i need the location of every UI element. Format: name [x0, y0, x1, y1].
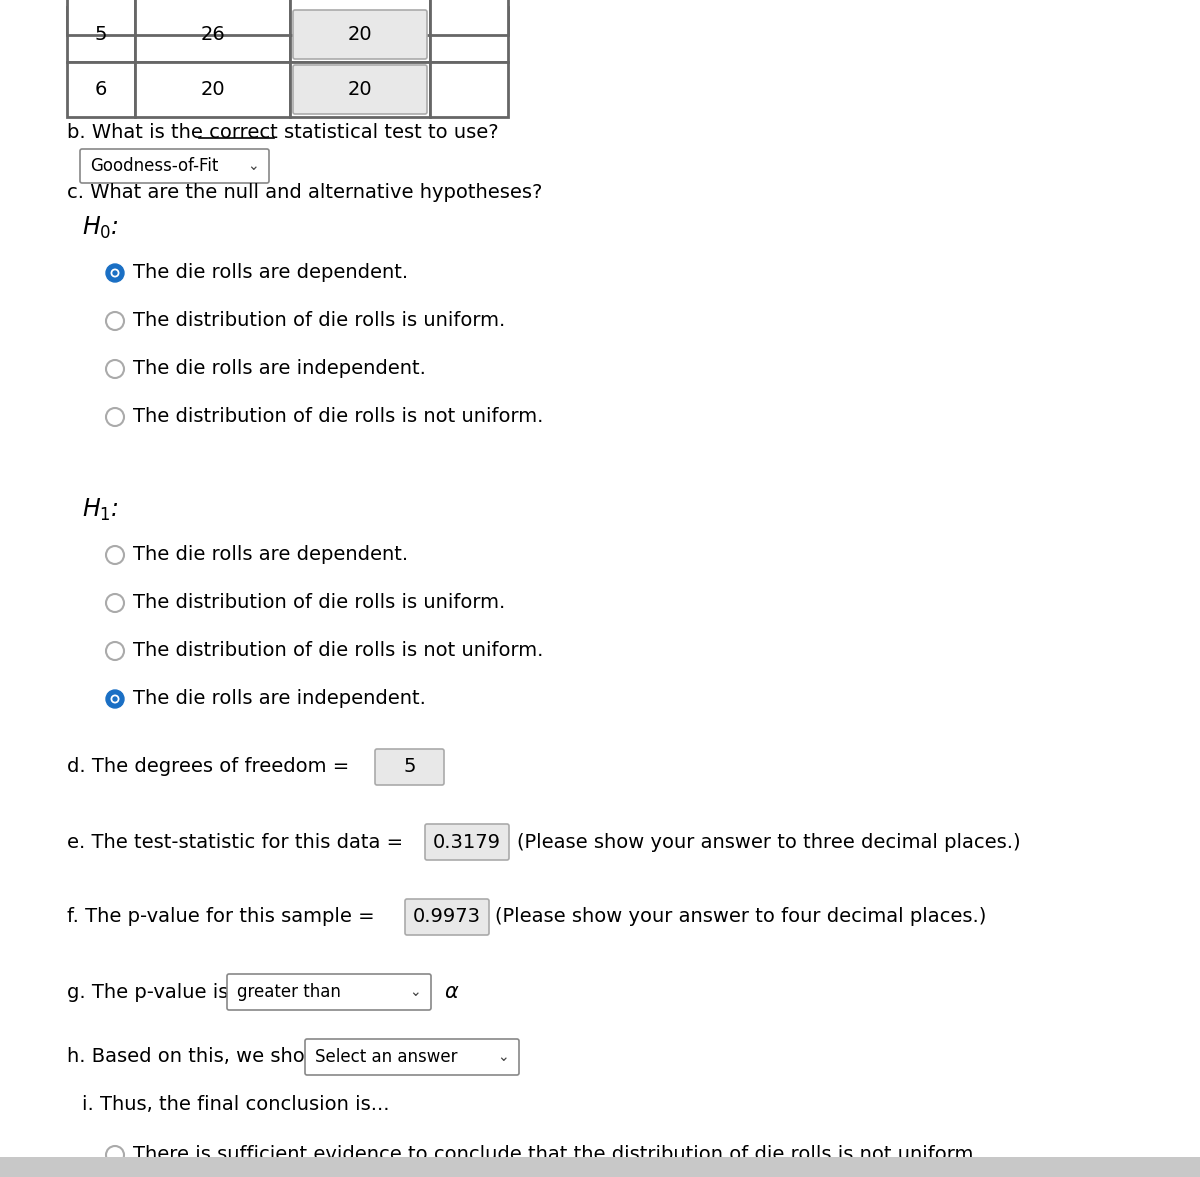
Text: 20: 20: [348, 25, 372, 44]
Bar: [134, 0, 290, 35]
Text: h. Based on this, we should: h. Based on this, we should: [67, 1048, 341, 1066]
Text: ⌄: ⌄: [497, 1050, 509, 1064]
Circle shape: [106, 1146, 124, 1164]
FancyBboxPatch shape: [293, 65, 427, 114]
Text: The die rolls are independent.: The die rolls are independent.: [133, 690, 426, 709]
Circle shape: [113, 697, 116, 701]
Bar: [134, 7, 290, 62]
Text: greater than: greater than: [238, 983, 341, 1000]
Text: 20: 20: [348, 80, 372, 99]
Text: 0.3179: 0.3179: [433, 832, 502, 851]
Text: There is sufficient evidence to conclude that the distribution of die rolls is n: There is sufficient evidence to conclude…: [133, 1145, 979, 1164]
Bar: [290, 7, 430, 62]
Text: The distribution of die rolls is not uniform.: The distribution of die rolls is not uni…: [133, 407, 544, 426]
Text: 26: 26: [200, 25, 224, 44]
FancyBboxPatch shape: [406, 899, 490, 935]
Text: (Please show your answer to three decimal places.): (Please show your answer to three decima…: [517, 832, 1021, 851]
Circle shape: [106, 546, 124, 564]
Circle shape: [106, 408, 124, 426]
FancyBboxPatch shape: [227, 975, 431, 1010]
Bar: [290, 62, 430, 117]
FancyBboxPatch shape: [374, 749, 444, 785]
Text: $H_1$:: $H_1$:: [82, 497, 119, 523]
Text: 5: 5: [403, 758, 415, 777]
Circle shape: [106, 690, 124, 709]
Text: f. The p-value for this sample =: f. The p-value for this sample =: [67, 907, 380, 926]
Circle shape: [106, 641, 124, 660]
Text: b. What is the correct statistical test to use?: b. What is the correct statistical test …: [67, 124, 499, 142]
Text: ⌄: ⌄: [409, 985, 421, 999]
Circle shape: [112, 270, 119, 277]
Text: d. The degrees of freedom =: d. The degrees of freedom =: [67, 758, 355, 777]
Text: The die rolls are dependent.: The die rolls are dependent.: [133, 264, 408, 282]
Circle shape: [106, 264, 124, 282]
Bar: [134, 62, 290, 117]
Text: Select an answer: Select an answer: [314, 1048, 457, 1066]
Circle shape: [106, 312, 124, 330]
Bar: [430, 62, 508, 117]
Circle shape: [112, 696, 119, 703]
Circle shape: [106, 360, 124, 378]
Text: 0.9973: 0.9973: [413, 907, 481, 926]
Text: The distribution of die rolls is not uniform.: The distribution of die rolls is not uni…: [133, 641, 544, 660]
Text: (Please show your answer to four decimal places.): (Please show your answer to four decimal…: [496, 907, 986, 926]
Bar: [430, 7, 508, 62]
Text: The distribution of die rolls is uniform.: The distribution of die rolls is uniform…: [133, 593, 505, 612]
Text: e. The test-statistic for this data =: e. The test-statistic for this data =: [67, 832, 409, 851]
Circle shape: [113, 271, 116, 275]
Text: c. What are the null and alternative hypotheses?: c. What are the null and alternative hyp…: [67, 184, 542, 202]
Text: 20: 20: [200, 80, 224, 99]
Text: i. Thus, the final conclusion is...: i. Thus, the final conclusion is...: [82, 1096, 390, 1115]
Text: The die rolls are independent.: The die rolls are independent.: [133, 359, 426, 379]
Bar: [67, 62, 134, 117]
Text: g. The p-value is: g. The p-value is: [67, 983, 235, 1002]
Text: 6: 6: [95, 80, 107, 99]
FancyBboxPatch shape: [293, 9, 427, 59]
Text: α: α: [444, 982, 457, 1002]
Bar: [0, 1157, 1200, 1177]
Bar: [67, 7, 134, 62]
Text: The distribution of die rolls is uniform.: The distribution of die rolls is uniform…: [133, 312, 505, 331]
Bar: [67, 0, 134, 35]
Text: $H_0$:: $H_0$:: [82, 215, 119, 241]
Text: The die rolls are dependent.: The die rolls are dependent.: [133, 545, 408, 565]
Text: Goodness-of-Fit: Goodness-of-Fit: [90, 157, 218, 175]
Bar: [290, 0, 430, 35]
Circle shape: [106, 594, 124, 612]
Text: ⌄: ⌄: [247, 159, 259, 173]
FancyBboxPatch shape: [305, 1039, 520, 1075]
FancyBboxPatch shape: [80, 149, 269, 182]
Bar: [430, 0, 508, 35]
FancyBboxPatch shape: [425, 824, 509, 860]
Text: 5: 5: [95, 25, 107, 44]
